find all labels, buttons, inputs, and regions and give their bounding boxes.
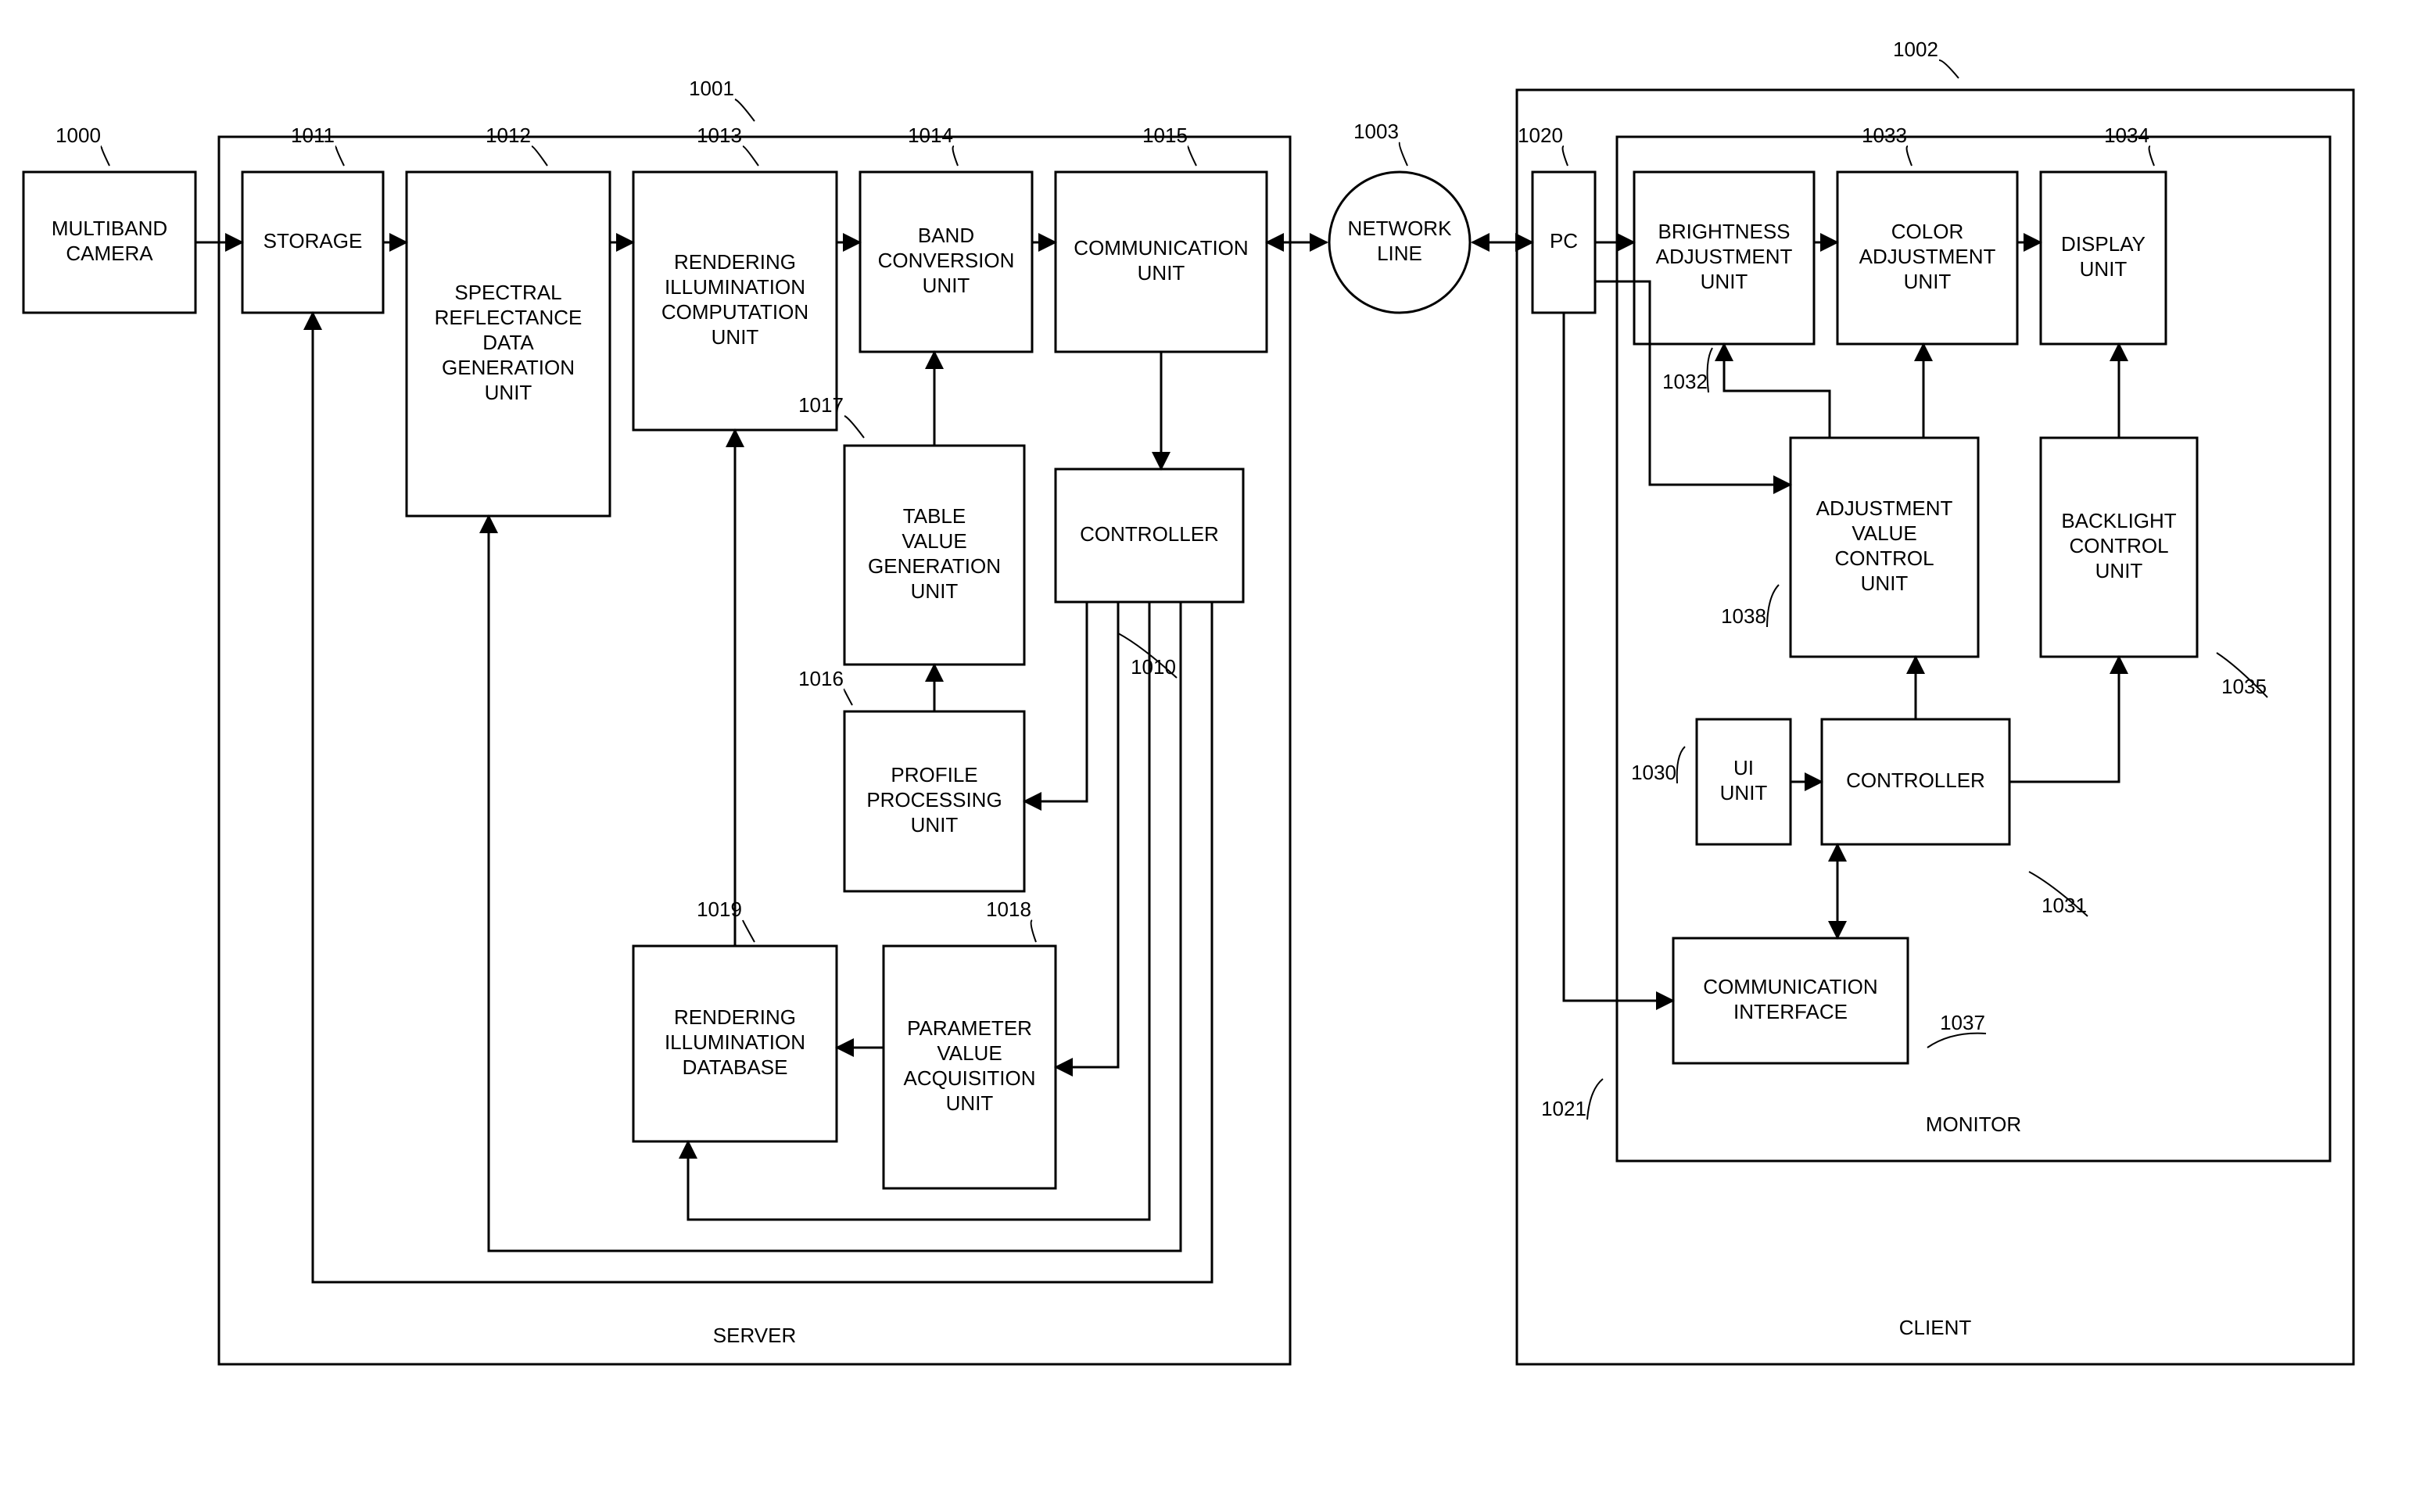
svg-text:UNIT: UNIT — [1904, 270, 1952, 293]
svg-text:INTERFACE: INTERFACE — [1733, 1000, 1848, 1023]
ref-1017: 1017 — [798, 393, 844, 417]
ref-1038: 1038 — [1721, 604, 1766, 628]
ref-1014: 1014 — [908, 124, 953, 147]
svg-text:CONTROL: CONTROL — [2069, 534, 2168, 557]
ref-1000: 1000 — [56, 124, 101, 147]
svg-text:BACKLIGHT: BACKLIGHT — [2061, 509, 2176, 532]
svg-text:BRIGHTNESS: BRIGHTNESS — [1658, 220, 1790, 243]
container-label-server: SERVER — [713, 1324, 796, 1347]
svg-text:UNIT: UNIT — [911, 813, 959, 837]
svg-text:ILLUMINATION: ILLUMINATION — [665, 275, 805, 299]
svg-text:UNIT: UNIT — [1720, 781, 1768, 804]
svg-text:CONTROLLER: CONTROLLER — [1080, 522, 1219, 546]
ref-1034: 1034 — [2104, 124, 2149, 147]
svg-text:ADJUSTMENT: ADJUSTMENT — [1859, 245, 1996, 268]
ref-1021: 1021 — [1541, 1097, 1586, 1120]
svg-text:DISPLAY: DISPLAY — [2061, 232, 2146, 256]
svg-text:RENDERING: RENDERING — [674, 250, 796, 274]
svg-text:LINE: LINE — [1377, 242, 1422, 265]
ref-1032: 1032 — [1662, 370, 1708, 393]
svg-text:UNIT: UNIT — [911, 579, 959, 603]
svg-text:DATA: DATA — [482, 331, 534, 354]
svg-text:COMPUTATION: COMPUTATION — [661, 300, 808, 324]
ref-1011: 1011 — [291, 124, 335, 147]
ref-1018: 1018 — [986, 898, 1031, 921]
svg-text:UNIT: UNIT — [2080, 257, 2128, 281]
svg-text:VALUE: VALUE — [902, 529, 966, 553]
svg-text:UNIT: UNIT — [2095, 559, 2143, 582]
svg-text:UNIT: UNIT — [485, 381, 532, 404]
edge-ctrlS-ppu — [1024, 602, 1087, 801]
ref-1015: 1015 — [1142, 124, 1188, 147]
ref-1035: 1035 — [2221, 675, 2267, 698]
ref-1030: 1030 — [1631, 761, 1676, 784]
svg-text:CONTROLLER: CONTROLLER — [1846, 769, 1985, 792]
svg-text:CONTROL: CONTROL — [1834, 546, 1934, 570]
svg-text:PC: PC — [1550, 229, 1578, 253]
edge-ctrlC-blcu — [2009, 657, 2119, 782]
ref-1037: 1037 — [1940, 1011, 1985, 1034]
svg-text:GENERATION: GENERATION — [442, 356, 575, 379]
ref-1019: 1019 — [697, 898, 742, 921]
svg-text:ILLUMINATION: ILLUMINATION — [665, 1030, 805, 1054]
svg-text:NETWORK: NETWORK — [1348, 217, 1453, 240]
edge-avcu-bau — [1724, 344, 1830, 438]
svg-text:COMMUNICATION: COMMUNICATION — [1703, 975, 1877, 998]
svg-text:PROFILE: PROFILE — [891, 763, 977, 786]
ref-1033: 1033 — [1862, 124, 1907, 147]
svg-text:REFLECTANCE: REFLECTANCE — [435, 306, 583, 329]
svg-text:COMMUNICATION: COMMUNICATION — [1074, 236, 1248, 260]
svg-text:MULTIBAND: MULTIBAND — [52, 217, 167, 240]
svg-text:UNIT: UNIT — [923, 274, 970, 297]
ref-1002: 1002 — [1893, 38, 1938, 61]
edge-pc-commIF — [1564, 313, 1673, 1001]
svg-text:PARAMETER: PARAMETER — [907, 1016, 1032, 1040]
svg-text:DATABASE: DATABASE — [683, 1055, 788, 1079]
diagram-canvas: SERVER CLIENT MONITOR MULTIBANDCAMERA STORAG… — [0, 0, 2409, 1512]
svg-text:BAND: BAND — [918, 224, 974, 247]
svg-text:UNIT: UNIT — [946, 1091, 994, 1115]
container-label-client: CLIENT — [1899, 1316, 1972, 1339]
svg-text:RENDERING: RENDERING — [674, 1005, 796, 1029]
svg-text:UI: UI — [1733, 756, 1754, 779]
svg-text:UNIT: UNIT — [1701, 270, 1748, 293]
svg-text:ADJUSTMENT: ADJUSTMENT — [1656, 245, 1793, 268]
ref-1012: 1012 — [486, 124, 531, 147]
svg-text:UNIT: UNIT — [1861, 571, 1909, 595]
svg-text:ACQUISITION: ACQUISITION — [903, 1066, 1035, 1090]
ref-1020: 1020 — [1518, 124, 1563, 147]
svg-text:CAMERA: CAMERA — [66, 242, 153, 265]
svg-text:SPECTRAL: SPECTRAL — [454, 281, 561, 304]
ref-1001: 1001 — [689, 77, 734, 100]
ref-1016: 1016 — [798, 667, 844, 690]
svg-text:STORAGE: STORAGE — [263, 229, 363, 253]
container-label-monitor: MONITOR — [1926, 1113, 2021, 1136]
svg-text:CONVERSION: CONVERSION — [878, 249, 1015, 272]
ref-1003: 1003 — [1353, 120, 1399, 143]
svg-text:GENERATION: GENERATION — [868, 554, 1001, 578]
svg-text:VALUE: VALUE — [1852, 521, 1916, 545]
svg-text:VALUE: VALUE — [937, 1041, 1002, 1065]
svg-text:TABLE: TABLE — [903, 504, 966, 528]
svg-text:UNIT: UNIT — [712, 325, 759, 349]
svg-text:ADJUSTMENT: ADJUSTMENT — [1816, 496, 1953, 520]
svg-text:PROCESSING: PROCESSING — [866, 788, 1002, 812]
ref-1013: 1013 — [697, 124, 742, 147]
svg-text:COLOR: COLOR — [1891, 220, 1963, 243]
svg-text:UNIT: UNIT — [1138, 261, 1185, 285]
